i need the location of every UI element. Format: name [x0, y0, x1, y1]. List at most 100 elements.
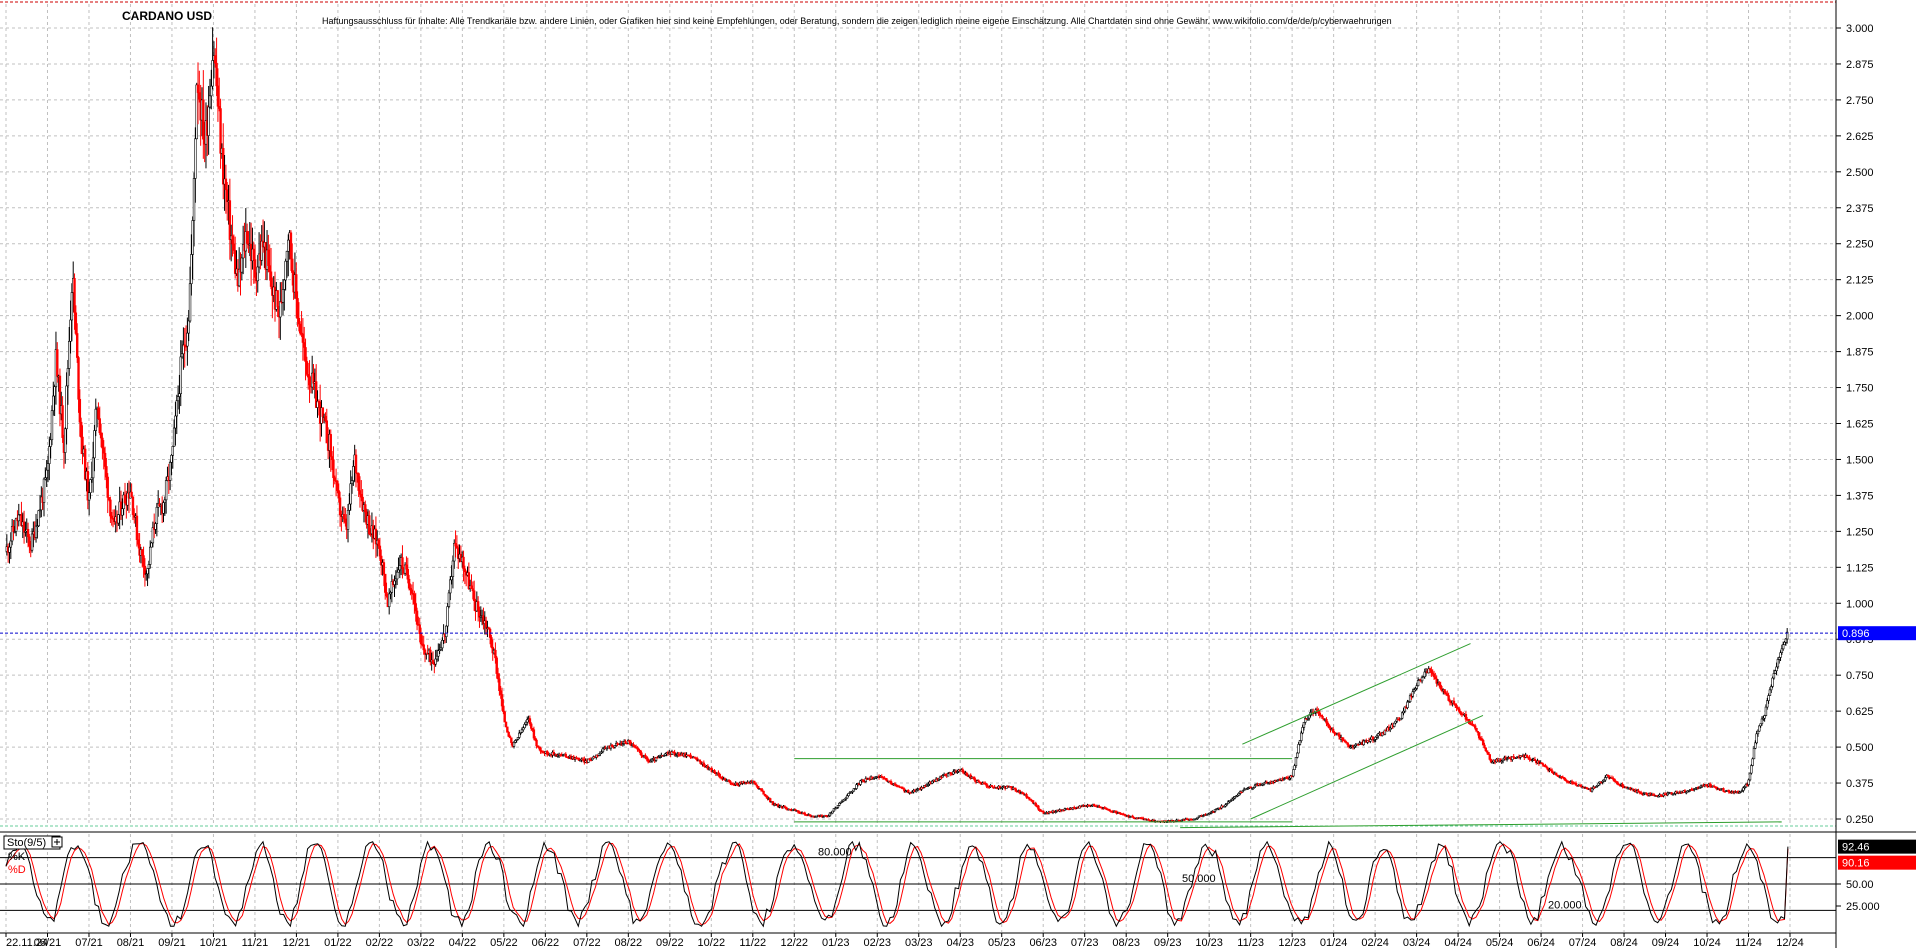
candle-body: [336, 480, 339, 491]
candle-body: [510, 737, 513, 743]
candle-body: [431, 659, 435, 664]
price-axis-label: 2.750: [1846, 95, 1874, 107]
candle-body: [179, 356, 182, 394]
candle-body: [196, 84, 200, 93]
candle-body: [644, 755, 647, 757]
candle-body: [1477, 732, 1481, 739]
candle-body: [1123, 813, 1126, 816]
candle-body: [820, 815, 824, 818]
candle-body: [532, 729, 536, 739]
candle-body: [855, 784, 858, 789]
x-axis-label: 12/23: [1278, 937, 1306, 948]
candle-body: [281, 289, 285, 303]
candle-body: [155, 506, 159, 524]
candle-body: [1300, 732, 1303, 741]
x-axis-label: 06/22: [532, 937, 560, 948]
candle-body: [348, 503, 351, 511]
candle-body: [998, 785, 1002, 789]
candle-body: [393, 580, 396, 585]
candle-body: [107, 497, 111, 501]
candle-body: [61, 405, 64, 438]
stochastic-level-label: 50.000: [1182, 873, 1216, 885]
x-axis-label: 02/24: [1361, 937, 1389, 948]
stochastic-axis-label: 25.000: [1846, 901, 1880, 913]
x-axis-label: 06/21: [34, 937, 62, 948]
candle-body: [218, 105, 221, 109]
x-axis-label: 08/24: [1610, 937, 1638, 948]
d-legend-label: %D: [8, 864, 26, 876]
candle-body: [471, 588, 475, 592]
candle-body: [1229, 800, 1233, 802]
candle-body: [977, 780, 980, 783]
candle-body: [1438, 682, 1441, 686]
candle-body: [1780, 648, 1784, 653]
candle-body: [299, 323, 302, 334]
candle-body: [1778, 657, 1781, 660]
candle-body: [364, 504, 367, 513]
x-axis-label: 12/21: [283, 937, 311, 948]
x-axis-label: 08/23: [1112, 937, 1140, 948]
candle-body: [105, 466, 108, 478]
candle-body: [46, 463, 50, 471]
x-axis-label: 04/22: [449, 937, 477, 948]
x-axis-label: 05/23: [988, 937, 1016, 948]
price-axis-label: 0.375: [1846, 778, 1874, 790]
candle-body: [419, 633, 423, 645]
candle-body: [207, 106, 210, 136]
candle-body: [208, 95, 212, 108]
candle-body: [941, 775, 945, 778]
candle-body: [398, 565, 402, 571]
candle-body: [1771, 677, 1774, 687]
candle-body: [518, 732, 521, 738]
candle-body: [1403, 706, 1407, 712]
candle-body: [168, 462, 172, 481]
x-axis-label: 09/24: [1652, 937, 1680, 948]
candle-body: [307, 374, 310, 378]
candle-body: [224, 178, 228, 191]
candle-body: [1554, 772, 1558, 776]
candle-body: [1738, 792, 1741, 794]
candle-body: [378, 545, 382, 557]
x-axis-label: 09/21: [158, 937, 186, 948]
candle-body: [1031, 800, 1035, 804]
candle-body: [142, 555, 145, 567]
candle-body: [228, 200, 232, 240]
candle-body: [109, 499, 112, 517]
candle-body: [490, 637, 493, 648]
candle-body: [1439, 684, 1442, 689]
candle-body: [1341, 737, 1344, 741]
candle-body: [352, 466, 355, 481]
candle-body: [500, 694, 504, 707]
candle-body: [1476, 730, 1480, 733]
candle-body: [1014, 788, 1018, 792]
candle-body: [1473, 725, 1477, 729]
candle-body: [985, 783, 988, 787]
candle-body: [422, 644, 425, 651]
candle-body: [1768, 689, 1772, 696]
candle-body: [382, 562, 386, 575]
candle-body: [329, 434, 332, 457]
candle-body: [171, 446, 174, 456]
candle-body: [889, 781, 893, 784]
candle-body: [1775, 666, 1778, 672]
candle-body: [276, 290, 279, 308]
candle-body: [441, 640, 444, 649]
candle-body: [1766, 700, 1769, 708]
candle-body: [1608, 775, 1611, 779]
candle-body: [645, 756, 648, 760]
candle-body: [1452, 700, 1456, 705]
candle-body: [1034, 802, 1037, 807]
candle-body: [539, 747, 542, 752]
candle-body: [523, 724, 526, 729]
x-axis-label: 01/24: [1320, 937, 1348, 948]
candle-body: [141, 549, 144, 556]
candle-body: [713, 770, 716, 773]
candle-body: [885, 779, 889, 782]
candle-body: [117, 514, 120, 524]
x-axis-label: 07/22: [573, 937, 601, 948]
x-axis-label: 03/22: [407, 937, 435, 948]
candle-body: [1434, 676, 1437, 680]
candle-body: [1415, 685, 1418, 689]
candle-body: [65, 385, 68, 430]
